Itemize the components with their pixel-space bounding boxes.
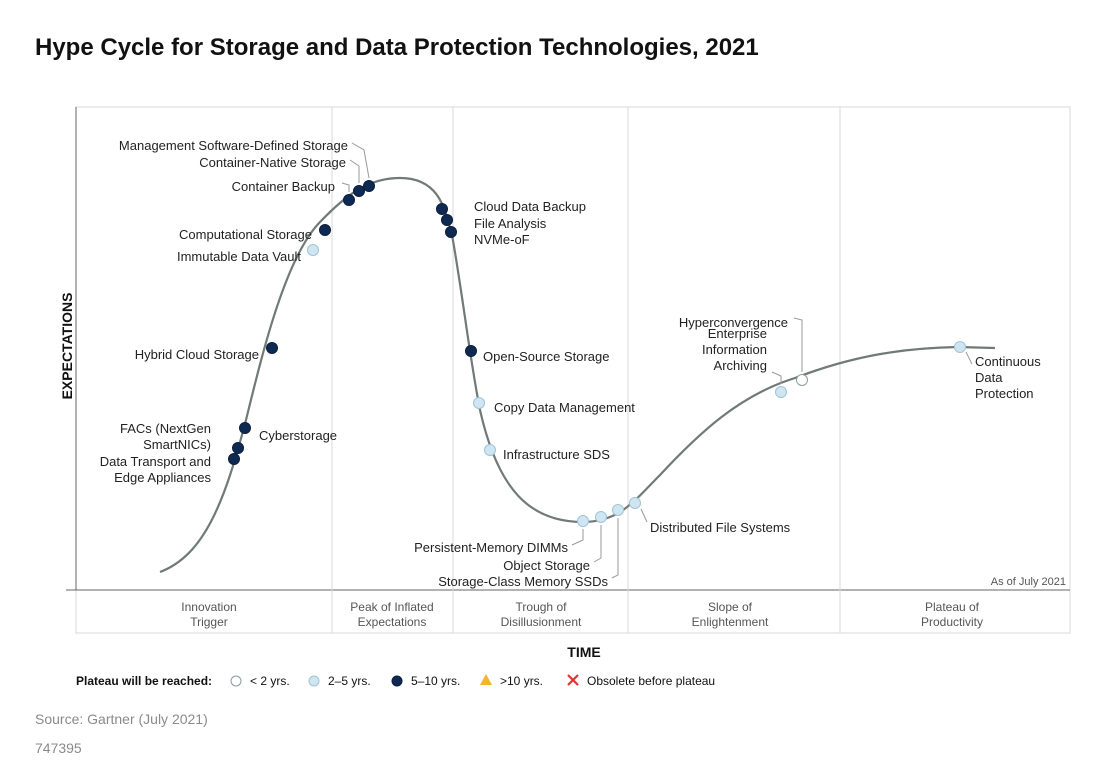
technology-marker [441, 214, 453, 226]
leader-line [571, 529, 584, 546]
technology-marker [228, 453, 240, 465]
legend-label: 2–5 yrs. [328, 674, 371, 688]
technology-marker [343, 194, 355, 206]
technology-label: Cloud Data Backup [474, 199, 586, 214]
technology-label: Infrastructure SDS [503, 447, 610, 462]
leader-line [771, 371, 782, 384]
technology-marker [266, 342, 278, 354]
source-note: Source: Gartner (July 2021) [35, 711, 208, 727]
technology-label: Distributed File Systems [650, 520, 791, 535]
technology-marker [595, 511, 607, 523]
legend-x-marker [567, 674, 579, 686]
technology-marker [307, 244, 319, 256]
technology-marker [796, 374, 808, 386]
legend-circle-marker [308, 675, 320, 687]
technology-label: FACs (NextGen SmartNICs) [120, 421, 211, 452]
technology-label: Cyberstorage [259, 428, 337, 443]
technology-label: NVMe-oF [474, 232, 530, 247]
technology-label: Enterprise Information Archiving [702, 326, 767, 373]
technology-label: Continuous Data Protection [975, 354, 1041, 401]
technology-marker [612, 504, 624, 516]
leader-line [351, 142, 370, 179]
phase-label: Peak of Inflated Expectations [350, 600, 433, 629]
legend-circle-marker [230, 675, 242, 687]
technology-label: File Analysis [474, 216, 547, 231]
legend-triangle-marker [480, 674, 492, 685]
legend-label: < 2 yrs. [250, 674, 290, 688]
technology-label: Computational Storage [179, 227, 312, 242]
technology-label: Container Backup [232, 179, 335, 194]
leader-line [349, 159, 360, 183]
phase-label: Innovation Trigger [181, 600, 236, 629]
technology-label: Storage-Class Memory SSDs [438, 574, 608, 589]
technology-label: Object Storage [503, 558, 590, 573]
leader-line [341, 182, 350, 192]
technology-label: Container-Native Storage [199, 155, 346, 170]
technology-label: Hyperconvergence [679, 315, 788, 330]
legend-circle-marker [391, 675, 403, 687]
phase-label: Plateau of Productivity [921, 600, 983, 629]
phase-label: Slope of Enlightenment [692, 600, 769, 629]
leader-line [593, 525, 602, 563]
technology-marker [445, 226, 457, 238]
technology-marker [239, 422, 251, 434]
hype-curve [159, 176, 996, 574]
leader-line [793, 317, 803, 372]
technology-marker [629, 497, 641, 509]
leader-line [611, 518, 619, 579]
technology-label: Immutable Data Vault [177, 249, 301, 264]
leader-line [965, 351, 973, 365]
technology-marker [363, 180, 375, 192]
technology-marker [353, 185, 365, 197]
y-axis-title: EXPECTATIONS [59, 293, 75, 400]
chart-frame [75, 106, 1071, 634]
chart-title: Hype Cycle for Storage and Data Protecti… [35, 34, 759, 61]
legend-label: 5–10 yrs. [411, 674, 460, 688]
technology-marker [319, 224, 331, 236]
technology-marker [954, 341, 966, 353]
technology-label: Hybrid Cloud Storage [135, 347, 259, 362]
legend-title: Plateau will be reached: [76, 674, 212, 688]
technology-marker [473, 397, 485, 409]
technology-marker [484, 444, 496, 456]
as-of-note: As of July 2021 [991, 576, 1066, 588]
phase-label: Trough of Disillusionment [501, 600, 582, 629]
technology-marker [465, 345, 477, 357]
document-id: 747395 [35, 740, 82, 756]
x-axis-title: TIME [567, 644, 600, 660]
technology-label: Management Software-Defined Storage [119, 138, 348, 153]
technology-marker [436, 203, 448, 215]
technology-label: Copy Data Management [494, 400, 635, 415]
legend-label: >10 yrs. [500, 674, 543, 688]
technology-marker [577, 515, 589, 527]
legend-label: Obsolete before plateau [587, 674, 715, 688]
technology-marker [232, 442, 244, 454]
technology-marker [775, 386, 787, 398]
technology-label: Persistent-Memory DIMMs [414, 540, 568, 555]
technology-label: Data Transport and Edge Appliances [100, 454, 212, 485]
leader-line [640, 508, 648, 523]
technology-label: Open-Source Storage [483, 349, 609, 364]
